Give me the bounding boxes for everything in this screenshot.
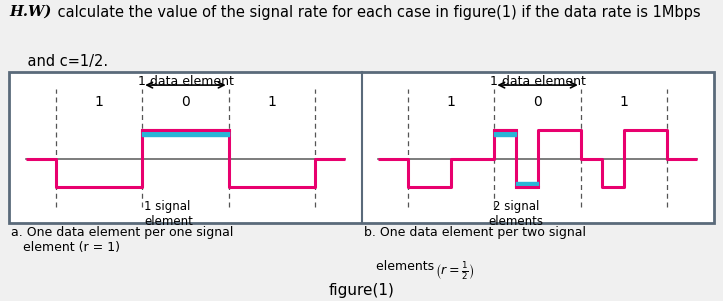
Text: 0: 0 — [533, 95, 542, 109]
Text: figure(1): figure(1) — [328, 283, 395, 298]
Text: 0: 0 — [181, 95, 190, 109]
Text: 2 signal
elements: 2 signal elements — [489, 200, 544, 228]
Text: 1: 1 — [268, 95, 276, 109]
Text: 1 data element: 1 data element — [137, 75, 234, 88]
Text: 1: 1 — [620, 95, 628, 109]
Text: a. One data element per one signal
   element (r = 1): a. One data element per one signal eleme… — [11, 226, 234, 254]
Text: 1: 1 — [95, 95, 103, 109]
Text: 1 data element: 1 data element — [489, 75, 586, 88]
Text: calculate the value of the signal rate for each case in figure(1) if the data ra: calculate the value of the signal rate f… — [53, 5, 701, 20]
Text: elements: elements — [364, 260, 438, 273]
Text: b. One data element per two signal: b. One data element per two signal — [364, 226, 586, 239]
Text: and c=1/2.: and c=1/2. — [9, 54, 108, 69]
Text: 1: 1 — [447, 95, 455, 109]
Text: $\left(r = \frac{1}{2}\right)$: $\left(r = \frac{1}{2}\right)$ — [435, 260, 474, 282]
Text: 1 signal
element: 1 signal element — [145, 200, 193, 228]
Text: H.W): H.W) — [9, 5, 51, 19]
